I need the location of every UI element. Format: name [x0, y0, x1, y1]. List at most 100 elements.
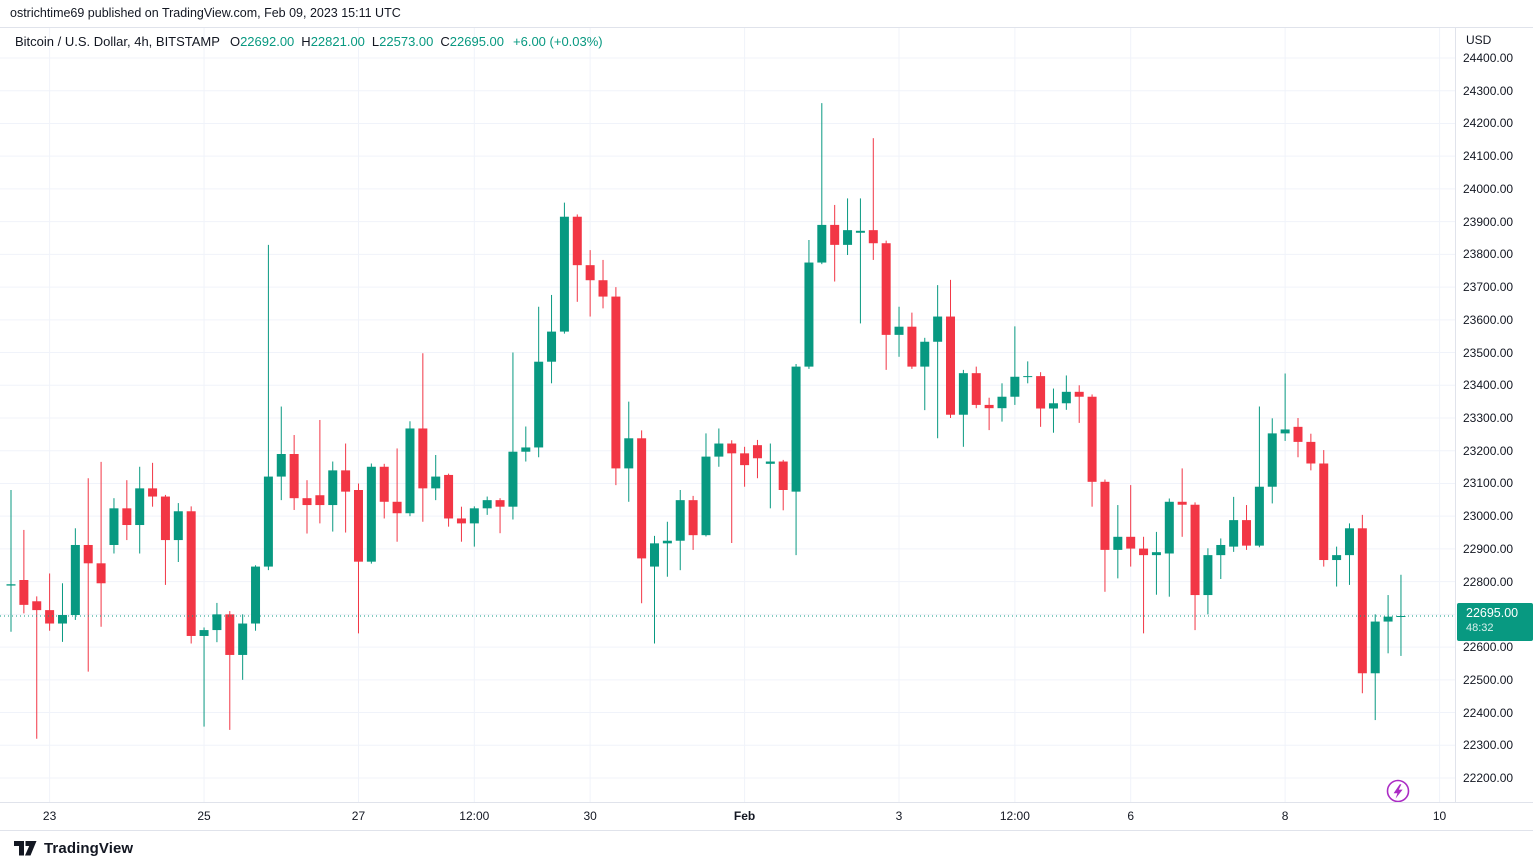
- candle: [418, 353, 428, 522]
- price-axis-label: 23900.00: [1463, 214, 1514, 229]
- price-axis-label: 23200.00: [1463, 443, 1514, 458]
- candle: [624, 401, 634, 502]
- candle: [1023, 361, 1033, 384]
- candle: [585, 250, 595, 317]
- candle: [714, 428, 724, 467]
- candle: [1151, 531, 1161, 595]
- candle: [1357, 514, 1367, 694]
- candle: [1383, 595, 1393, 654]
- price-axis-label: 22600.00: [1463, 640, 1514, 655]
- price-axis-label: 22200.00: [1463, 771, 1514, 785]
- ohlc-item: H22821.00: [301, 34, 365, 49]
- price-axis-label: 24000.00: [1463, 181, 1514, 196]
- candle: [1203, 548, 1213, 615]
- ohlc-item: L22573.00: [371, 34, 434, 49]
- candle: [315, 419, 325, 524]
- price-axis-label: 22300.00: [1463, 738, 1514, 753]
- candle: [637, 430, 647, 604]
- candle: [32, 596, 42, 739]
- price-axis-label: 23000.00: [1463, 509, 1514, 524]
- candle: [1164, 498, 1174, 597]
- candle: [1267, 418, 1277, 504]
- candle: [135, 466, 145, 554]
- candle: [405, 421, 415, 517]
- candle: [1254, 406, 1264, 548]
- candle: [740, 446, 750, 487]
- ohlc-item: C22695.00: [440, 34, 505, 49]
- candle: [791, 364, 801, 556]
- candle: [1319, 450, 1329, 567]
- candle: [701, 433, 711, 537]
- candle: [1010, 326, 1020, 405]
- candle: [534, 306, 544, 458]
- current-price-label: 22695.00 48:32: [1457, 603, 1533, 641]
- candle: [1087, 394, 1097, 507]
- candle: [1139, 536, 1149, 634]
- candle: [881, 240, 891, 370]
- tradingview-logo-icon[interactable]: [14, 841, 37, 856]
- candle: [688, 495, 698, 550]
- time-axis-label: 8: [1281, 809, 1289, 823]
- candle: [276, 406, 286, 501]
- price-axis-label: 22400.00: [1463, 705, 1514, 720]
- candlestick-chart[interactable]: [0, 28, 1455, 802]
- candle: [1190, 502, 1200, 631]
- candle: [1280, 373, 1290, 441]
- candle: [946, 279, 956, 419]
- change-value: +6.00 (+0.03%): [513, 34, 603, 49]
- candle: [251, 565, 261, 631]
- candle: [6, 490, 16, 632]
- candle: [920, 337, 930, 411]
- time-axis-label: 27: [351, 809, 366, 823]
- candle: [752, 439, 762, 479]
- candle: [19, 529, 29, 614]
- candle: [1113, 505, 1123, 579]
- candle: [1048, 388, 1058, 433]
- candle: [843, 198, 853, 256]
- candle: [727, 440, 737, 544]
- candle: [353, 483, 363, 634]
- price-axis[interactable]: USD 24400.00 24300.00 24200.00 24100.00 2400…: [1455, 28, 1533, 830]
- price-axis-label: 22900.00: [1463, 541, 1514, 556]
- candle: [1332, 546, 1342, 587]
- time-axis-label: 23: [42, 809, 57, 823]
- candle: [1036, 372, 1046, 427]
- candle: [830, 204, 840, 282]
- candle: [366, 463, 376, 564]
- bar-countdown: 48:32: [1466, 622, 1494, 634]
- price-axis-label: 22500.00: [1463, 672, 1514, 687]
- candle: [1344, 523, 1354, 585]
- time-axis[interactable]: 23 25 27 12:00 30 Feb 3 12:00 6 8 10: [0, 802, 1533, 830]
- vertical-gridlines: [49, 28, 1441, 802]
- currency-unit-label: USD: [1466, 33, 1492, 47]
- time-axis-label: 30: [583, 809, 597, 823]
- chart-pane[interactable]: Bitcoin / U.S. Dollar, 4h, BITSTAMP O2269…: [0, 28, 1455, 802]
- candle: [997, 383, 1007, 422]
- candle: [598, 259, 608, 309]
- candle: [868, 138, 878, 260]
- horizontal-gridlines: [0, 57, 1455, 779]
- candle: [289, 435, 299, 510]
- candle: [1074, 385, 1084, 423]
- price-axis-label: 23100.00: [1463, 476, 1514, 491]
- candle: [456, 506, 466, 542]
- candle: [328, 461, 338, 532]
- footer-bar: TradingView: [0, 830, 1533, 867]
- tradingview-brand-text[interactable]: TradingView: [44, 840, 134, 857]
- candle: [817, 103, 827, 265]
- time-axis-label: 6: [1127, 809, 1135, 823]
- boost-icon[interactable]: [1386, 779, 1410, 802]
- time-axis-label: 25: [197, 809, 211, 823]
- time-axis-label: Feb: [733, 809, 756, 823]
- ohlc-values: O22692.00 H22821.00 L22573.00 C22695.00: [230, 34, 511, 49]
- candle: [611, 287, 621, 486]
- candle: [984, 397, 994, 431]
- price-axis-label: 22800.00: [1463, 574, 1514, 589]
- price-axis-label: 24100.00: [1463, 149, 1514, 164]
- candle: [778, 459, 788, 511]
- candle: [650, 535, 659, 644]
- candle: [765, 443, 775, 509]
- candle: [894, 306, 904, 357]
- time-axis-label: 3: [895, 809, 903, 823]
